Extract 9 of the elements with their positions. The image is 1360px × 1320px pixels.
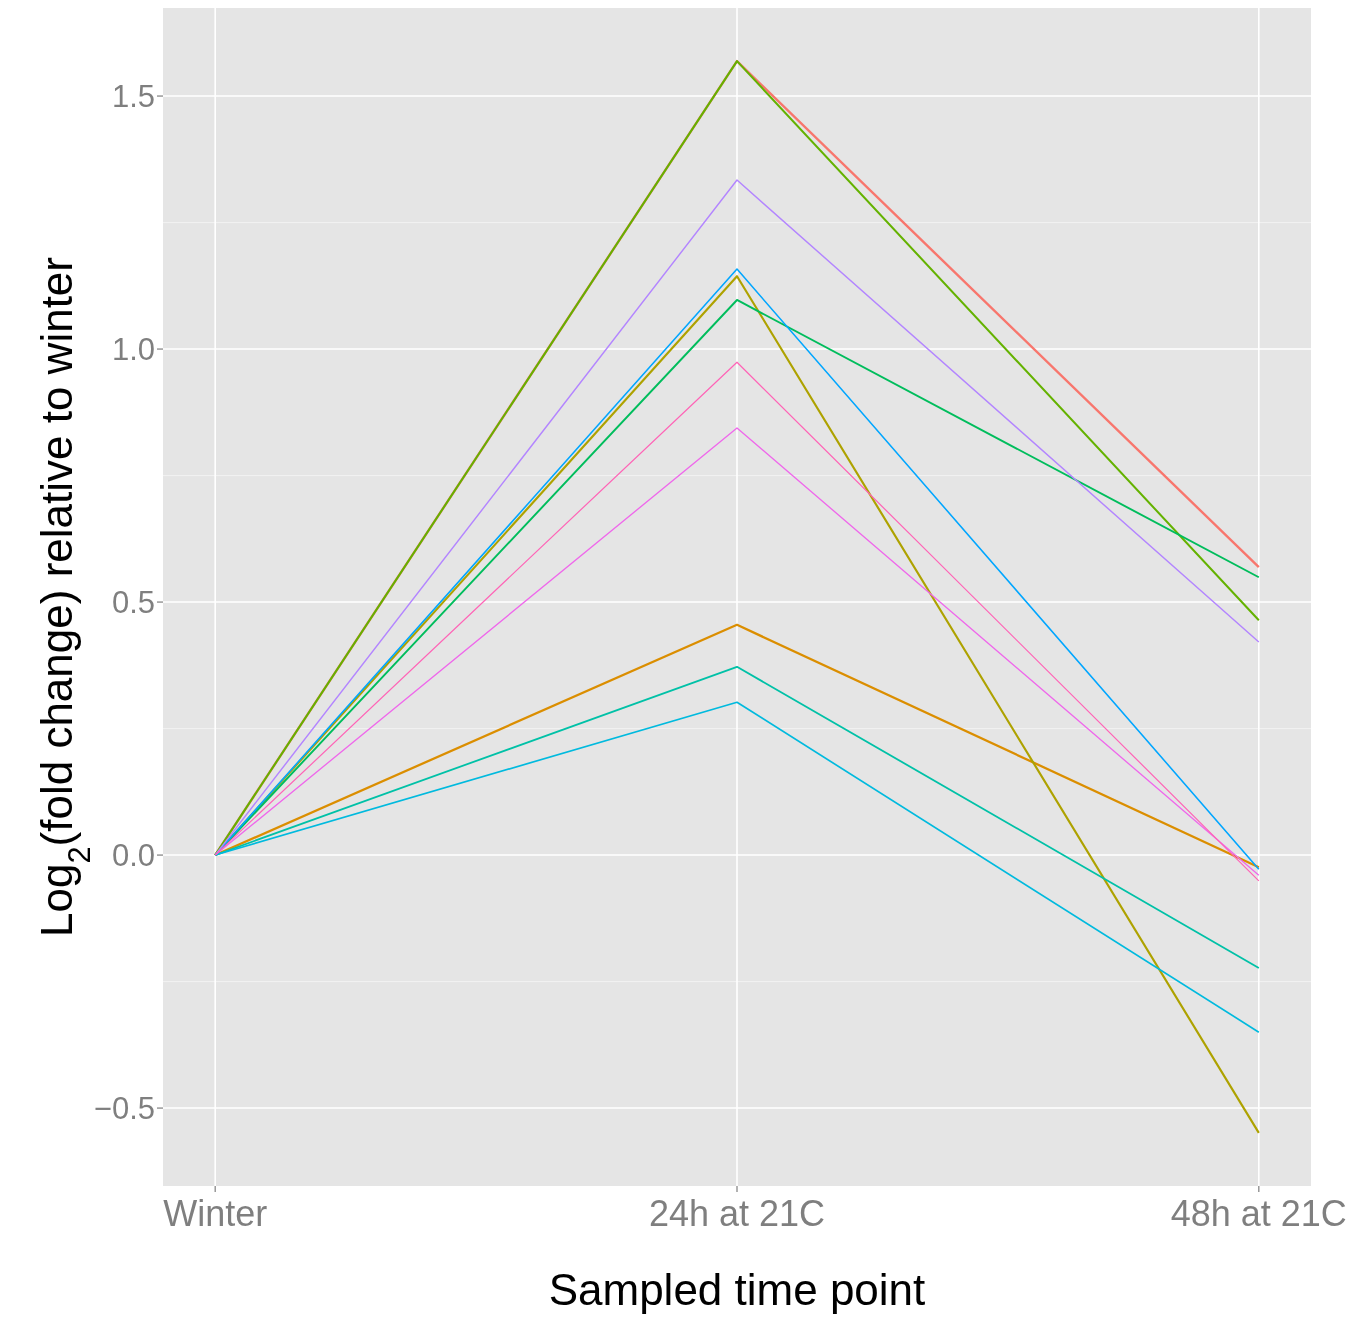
y-tick-label: 0.0 bbox=[111, 837, 155, 873]
x-tick-label: Winter bbox=[163, 1193, 268, 1234]
y-tick-label: 0.5 bbox=[111, 584, 155, 620]
x-axis-title: Sampled time point bbox=[548, 1265, 926, 1314]
y-tick-label: 1.5 bbox=[111, 78, 155, 114]
x-tick-label: 24h at 21C bbox=[648, 1193, 826, 1234]
y-tick-label: 1.0 bbox=[111, 331, 155, 367]
y-tick-label: −0.5 bbox=[93, 1090, 155, 1126]
x-tick-label: 48h at 21C bbox=[1170, 1193, 1347, 1234]
